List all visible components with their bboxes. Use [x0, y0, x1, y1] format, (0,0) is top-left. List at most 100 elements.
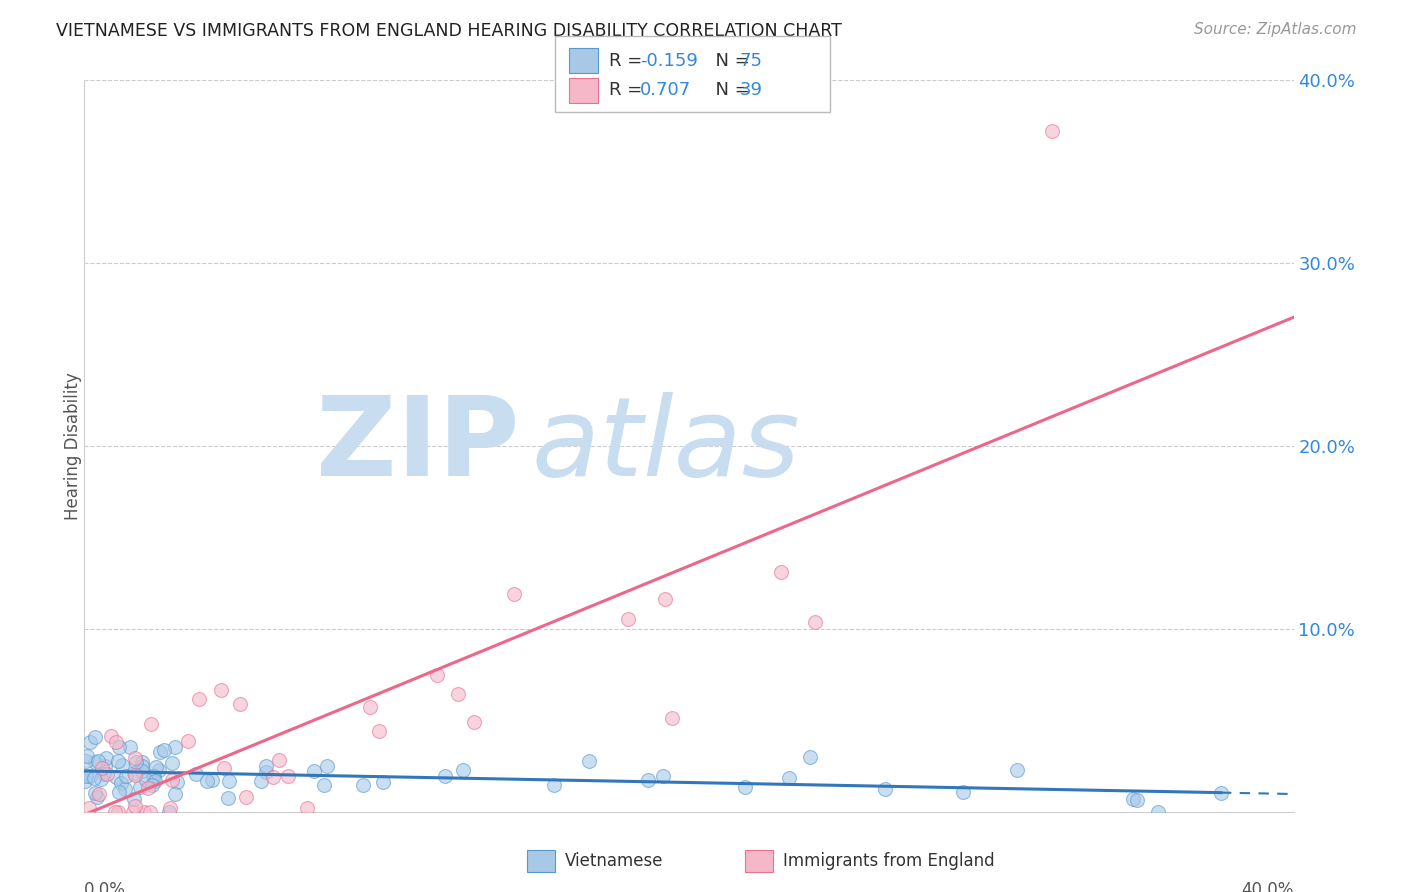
- Point: [131, 759, 153, 773]
- Point: [277, 769, 299, 783]
- Point: [84, 730, 107, 744]
- Point: [83, 771, 105, 785]
- Point: [159, 805, 181, 819]
- Point: [195, 774, 218, 789]
- Point: [503, 587, 526, 601]
- Point: [166, 775, 188, 789]
- Text: 75: 75: [740, 52, 762, 70]
- Point: [616, 612, 638, 626]
- Point: [90, 761, 112, 775]
- Text: R =: R =: [609, 52, 648, 70]
- Point: [952, 785, 974, 799]
- Point: [100, 729, 122, 743]
- Point: [201, 773, 224, 788]
- Point: [295, 801, 318, 815]
- Point: [217, 791, 239, 805]
- Point: [212, 761, 235, 775]
- Point: [134, 805, 156, 819]
- Point: [124, 755, 146, 769]
- Point: [104, 734, 127, 748]
- Point: [87, 754, 110, 768]
- Point: [86, 789, 108, 804]
- Point: [107, 785, 129, 799]
- Text: ZIP: ZIP: [316, 392, 520, 500]
- Point: [141, 778, 163, 792]
- Point: [148, 763, 170, 777]
- Point: [543, 779, 565, 793]
- Point: [122, 805, 145, 819]
- Point: [104, 770, 127, 784]
- Text: 0.707: 0.707: [640, 81, 690, 99]
- Point: [141, 716, 163, 731]
- Point: [143, 769, 166, 783]
- Point: [107, 805, 129, 819]
- Point: [84, 755, 107, 769]
- Point: [637, 772, 659, 787]
- Point: [254, 758, 277, 772]
- Point: [734, 780, 756, 795]
- Text: -0.159: -0.159: [640, 52, 697, 70]
- Point: [433, 769, 456, 783]
- Point: [110, 776, 132, 790]
- Y-axis label: Hearing Disability: Hearing Disability: [65, 372, 82, 520]
- Point: [426, 668, 449, 682]
- Point: [316, 759, 339, 773]
- Point: [76, 749, 98, 764]
- Point: [1040, 124, 1063, 138]
- Point: [177, 733, 200, 747]
- Point: [131, 764, 153, 778]
- Text: R =: R =: [609, 81, 648, 99]
- Point: [263, 770, 285, 784]
- Point: [447, 687, 470, 701]
- Point: [873, 781, 896, 796]
- Point: [83, 786, 105, 800]
- Text: 39: 39: [740, 81, 762, 99]
- Point: [654, 591, 676, 606]
- Point: [186, 767, 208, 781]
- Text: atlas: atlas: [531, 392, 800, 500]
- Point: [107, 739, 129, 754]
- Point: [124, 768, 146, 782]
- Point: [139, 805, 162, 819]
- Point: [254, 764, 277, 779]
- Point: [75, 754, 97, 768]
- Point: [142, 768, 165, 782]
- Point: [463, 714, 485, 729]
- Point: [769, 566, 792, 580]
- Point: [235, 789, 257, 804]
- Point: [114, 781, 136, 796]
- Point: [143, 774, 166, 789]
- Point: [129, 780, 152, 795]
- Point: [77, 801, 100, 815]
- Point: [136, 780, 159, 795]
- Point: [122, 766, 145, 780]
- Point: [267, 754, 290, 768]
- Point: [73, 773, 96, 788]
- Point: [163, 739, 186, 754]
- Point: [804, 615, 827, 629]
- Point: [661, 711, 683, 725]
- Point: [131, 755, 153, 769]
- Point: [75, 769, 97, 783]
- Point: [163, 787, 186, 801]
- Point: [79, 735, 101, 749]
- Point: [209, 683, 232, 698]
- Text: VIETNAMESE VS IMMIGRANTS FROM ENGLAND HEARING DISABILITY CORRELATION CHART: VIETNAMESE VS IMMIGRANTS FROM ENGLAND HE…: [56, 22, 842, 40]
- Point: [187, 692, 209, 706]
- Point: [1126, 793, 1149, 807]
- Point: [1209, 786, 1232, 800]
- Text: N =: N =: [704, 81, 756, 99]
- Point: [148, 745, 170, 759]
- Point: [359, 700, 381, 714]
- Point: [1005, 763, 1028, 777]
- Point: [104, 805, 127, 819]
- Point: [799, 749, 821, 764]
- Point: [124, 799, 146, 814]
- Point: [229, 697, 252, 711]
- Point: [160, 772, 183, 787]
- Point: [451, 763, 474, 777]
- Point: [651, 768, 673, 782]
- Point: [87, 787, 110, 801]
- Point: [114, 769, 136, 783]
- Point: [352, 778, 374, 792]
